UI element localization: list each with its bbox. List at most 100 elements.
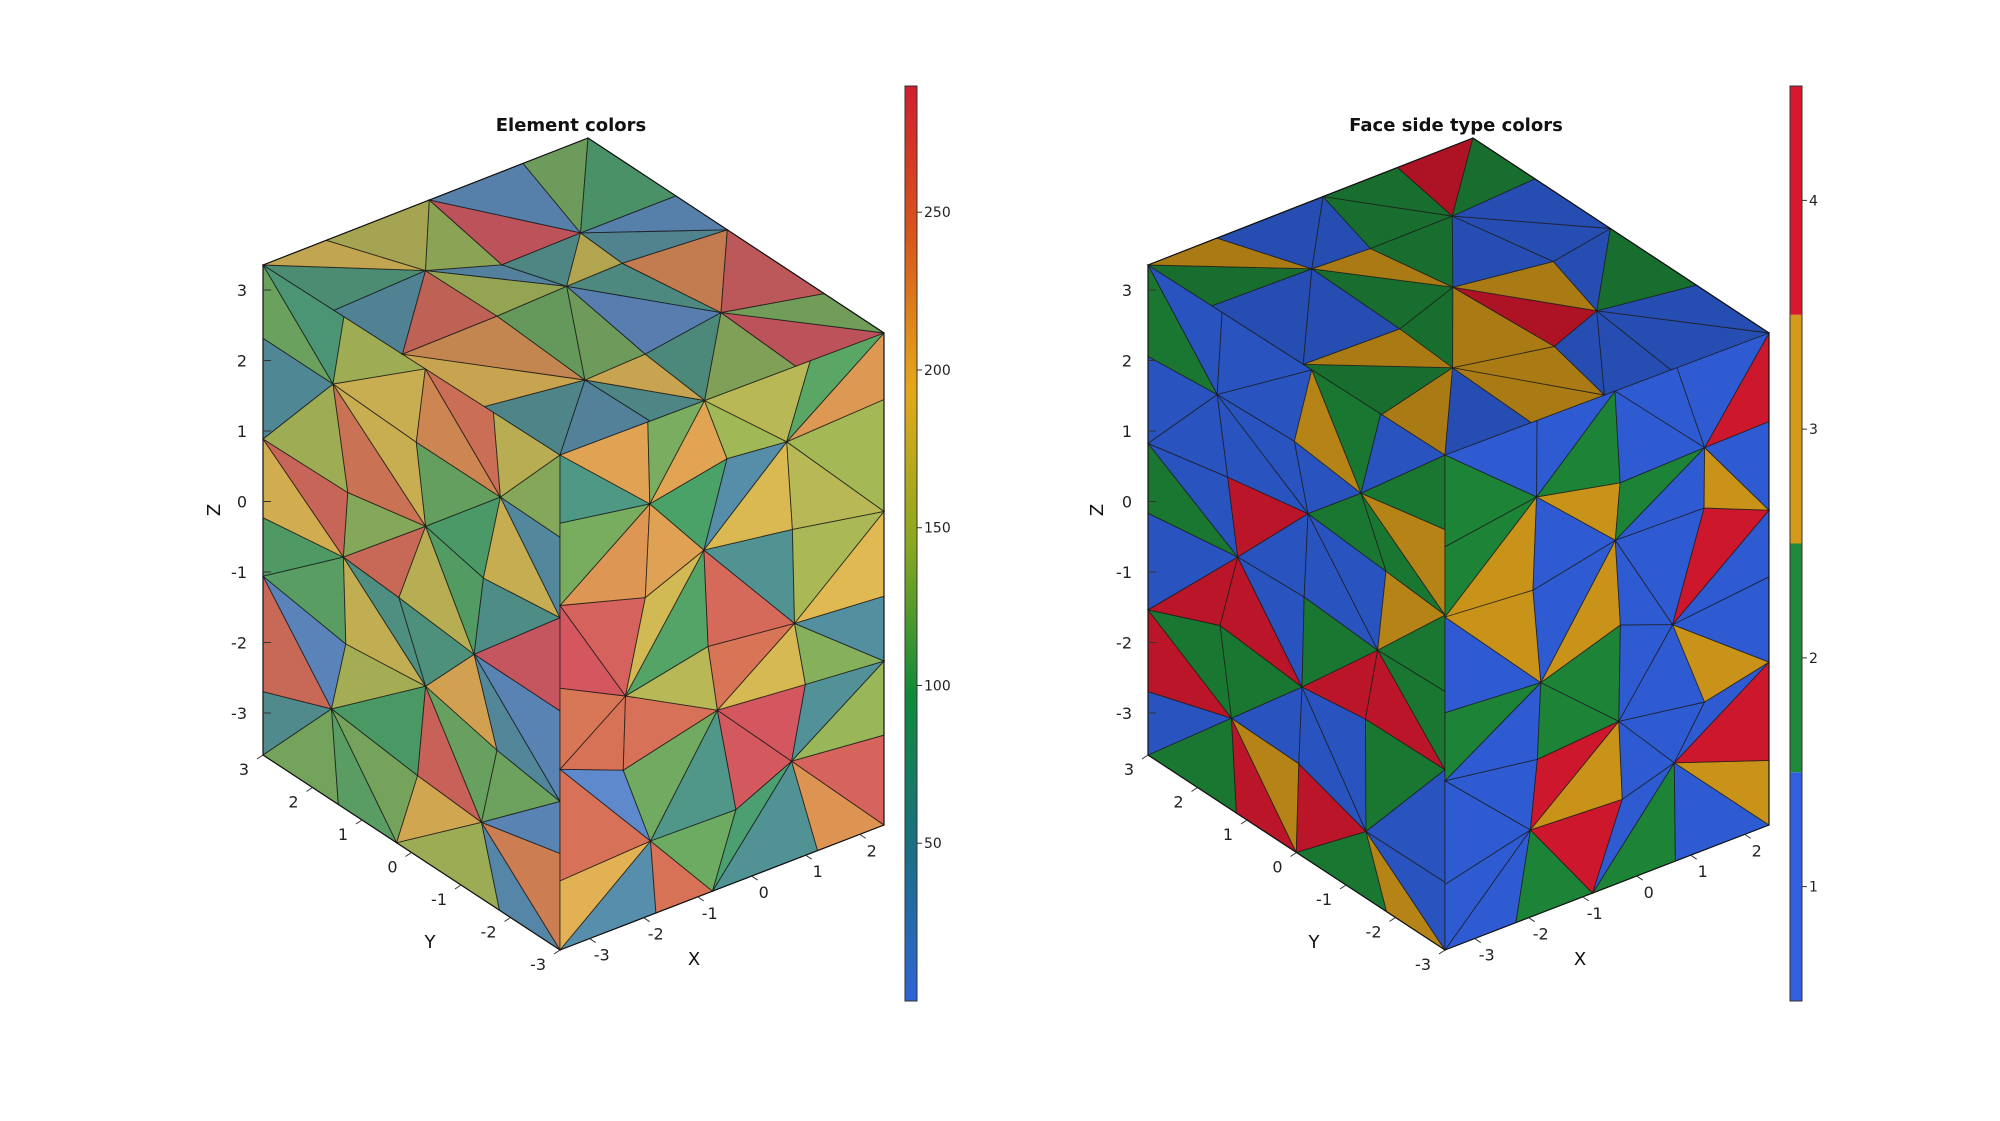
y-tick-mark [1339, 884, 1347, 890]
x-tick-mark [805, 854, 812, 860]
x-axis-label: X [688, 949, 700, 970]
x-tick-label: -1 [1587, 904, 1603, 923]
y-tick-label: 3 [239, 760, 249, 779]
y-tick-mark [1389, 917, 1396, 922]
colorbar-segment [1790, 772, 1802, 1001]
colorbar-tick-label: 250 [924, 205, 951, 221]
x-tick-label: 0 [1644, 883, 1654, 902]
y-tick-mark [1141, 754, 1149, 760]
x-tick-label: 1 [1698, 862, 1708, 881]
y-tick-mark [256, 754, 264, 760]
y-tick-mark [1290, 852, 1297, 857]
colorbar-segment [1790, 86, 1802, 315]
z-tick-label: -2 [1116, 634, 1132, 653]
x-tick-label: 0 [759, 883, 769, 902]
y-tick-labels: 3 2 1 0 -1 -2 -3 [1124, 754, 1446, 974]
x-tick-labels: -3 -2 -1 0 1 2 [1474, 833, 1762, 965]
z-tick-label: 2 [1122, 352, 1132, 371]
x-tick-mark [697, 896, 704, 902]
x-tick-mark [1690, 854, 1697, 860]
z-tick-label: 3 [1122, 281, 1132, 300]
y-tick-label: 3 [1124, 760, 1134, 779]
y-tick-mark [306, 787, 313, 792]
z-tick-label: 0 [1122, 493, 1132, 512]
z-tick-labels: 3 2 1 0 -1 -2 -3 [1116, 281, 1156, 723]
z-tick-label: -3 [231, 704, 247, 723]
x-tick-label: -3 [1479, 946, 1495, 965]
x-tick-label: -2 [1533, 925, 1549, 944]
colorbar-tick-label: 150 [924, 521, 951, 537]
colorbar-frame [1789, 85, 1803, 1002]
colorbar: 1 2 3 4 [1789, 85, 1818, 1002]
y-tick-label: 2 [1173, 793, 1183, 812]
y-tick-mark [504, 917, 511, 922]
z-tick-labels: 3 2 1 0 -1 -2 -3 [231, 281, 271, 723]
y-tick-label: 0 [1272, 858, 1282, 877]
y-tick-label: -3 [530, 955, 546, 974]
z-tick-label: 1 [1122, 422, 1132, 441]
y-tick-labels: 3 2 1 0 -1 -2 -3 [239, 754, 561, 974]
colorbar-tick-label: 4 [1809, 193, 1818, 209]
z-tick-label: -1 [1116, 563, 1132, 582]
x-tick-mark [859, 833, 866, 839]
z-tick-label: 2 [237, 352, 247, 371]
colorbar-tick-label: 200 [924, 363, 951, 379]
element-colors-panel: Element colors 3 2 1 0 -1 -2 -3 3 2 1 0 -1 -2 -3 -3 -… [204, 85, 951, 1002]
x-tick-mark [751, 875, 758, 881]
x-axis-label: X [1574, 949, 1586, 970]
mesh-surface [1146, 137, 1771, 952]
mesh-surface [261, 137, 886, 952]
colorbar: 50 100 150 200 250 [904, 85, 951, 1002]
colorbar-tick-labels: 1 2 3 4 [1802, 193, 1818, 896]
panel-title: Face side type colors [1349, 115, 1563, 136]
z-tick-label: 1 [237, 422, 247, 441]
z-axis-label: Z [1087, 504, 1108, 516]
y-tick-mark [1240, 819, 1248, 825]
y-tick-mark [553, 949, 561, 955]
x-tick-label: -1 [702, 904, 718, 923]
x-tick-label: 2 [1752, 841, 1762, 860]
colorbar-tick-label: 1 [1809, 880, 1818, 896]
x-tick-mark [1528, 917, 1535, 923]
colorbar-tick-label: 3 [1809, 422, 1818, 438]
colorbar-tick-label: 100 [924, 678, 951, 694]
x-tick-mark [1582, 896, 1589, 902]
y-tick-label: -1 [1316, 890, 1332, 909]
x-tick-mark [589, 938, 596, 943]
y-axis-label: Y [1308, 932, 1321, 953]
x-tick-mark [1744, 833, 1751, 839]
colorbar-segments [1789, 85, 1803, 1002]
x-tick-label: -2 [648, 925, 664, 944]
z-tick-label: -3 [1116, 704, 1132, 723]
y-tick-mark [454, 884, 462, 890]
y-tick-label: -2 [1366, 923, 1382, 942]
y-axis-label: Y [424, 932, 437, 953]
y-tick-label: -3 [1415, 955, 1431, 974]
y-tick-label: 1 [338, 825, 348, 844]
y-tick-label: 1 [1223, 825, 1233, 844]
x-tick-label: 1 [813, 862, 823, 881]
colorbar-gradient [904, 85, 918, 1002]
y-tick-mark [355, 819, 363, 825]
z-axis-label: Z [204, 504, 225, 516]
y-tick-mark [1191, 787, 1198, 792]
z-tick-label: 3 [237, 281, 247, 300]
x-tick-labels: -3 -2 -1 0 1 2 [589, 833, 877, 965]
y-tick-mark [405, 852, 412, 857]
colorbar-segment [1790, 543, 1802, 773]
colorbar-tick-label: 2 [1809, 651, 1818, 667]
panel-title: Element colors [496, 115, 647, 136]
y-tick-mark [1438, 949, 1446, 955]
x-tick-label: 2 [867, 841, 877, 860]
x-tick-mark [1636, 875, 1643, 881]
x-tick-mark [643, 917, 650, 923]
y-tick-label: 0 [387, 858, 397, 877]
colorbar-tick-label: 50 [924, 836, 942, 852]
z-tick-label: -2 [231, 634, 247, 653]
z-tick-label: 0 [237, 493, 247, 512]
y-tick-label: -1 [431, 890, 447, 909]
y-tick-label: 2 [288, 793, 298, 812]
y-tick-label: -2 [481, 923, 497, 942]
z-tick-label: -1 [231, 563, 247, 582]
